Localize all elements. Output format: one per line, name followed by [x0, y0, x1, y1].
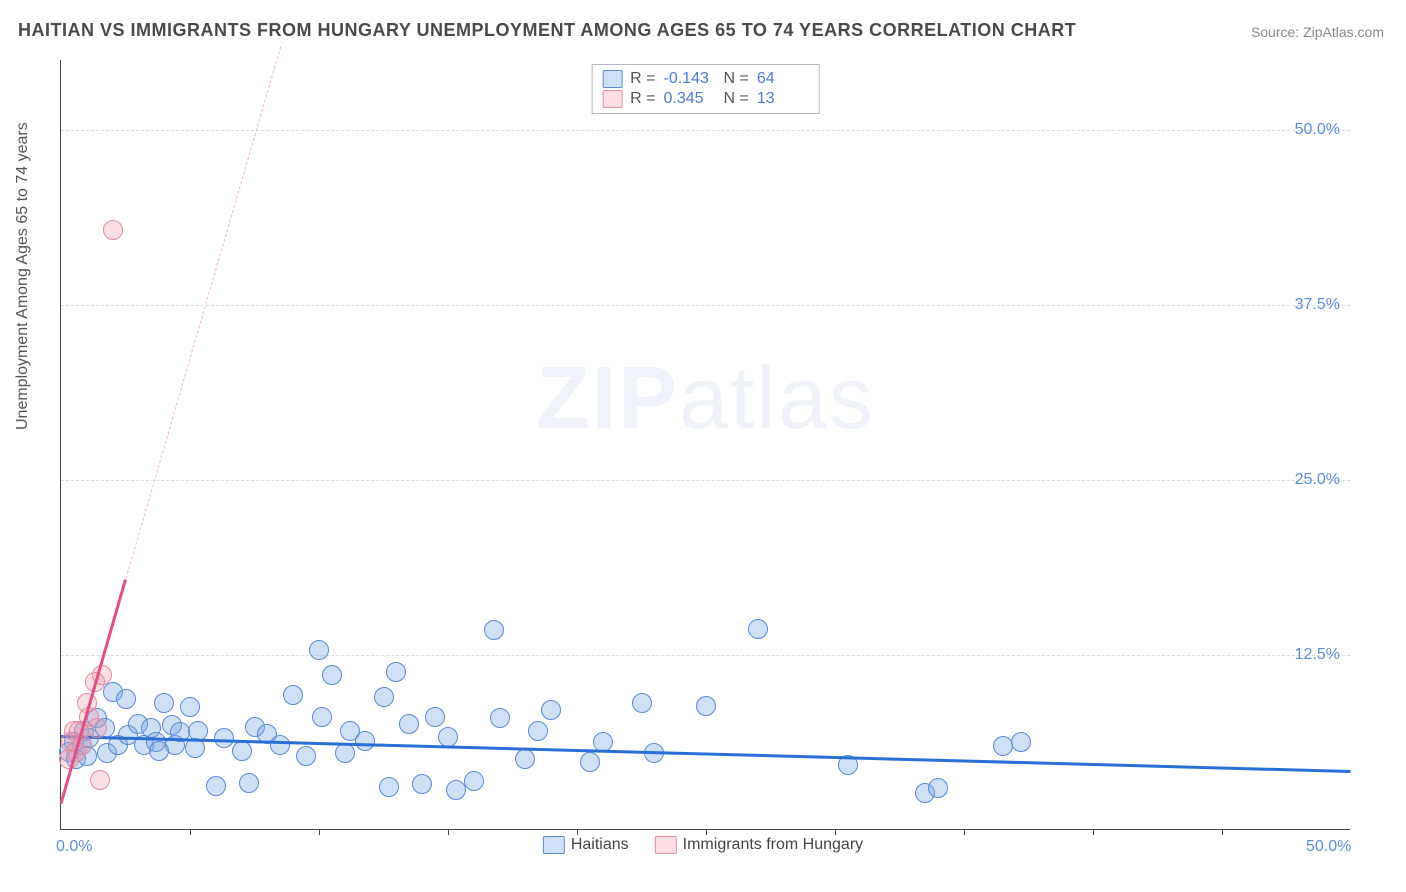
data-point-haitians [438, 727, 458, 747]
data-point-haitians [232, 741, 252, 761]
series-swatch [602, 70, 622, 88]
n-value: 13 [757, 90, 809, 108]
data-point-haitians [335, 743, 355, 763]
data-point-haitians [214, 728, 234, 748]
data-point-haitians [515, 749, 535, 769]
data-point-haitians [1011, 732, 1031, 752]
x-tick-mark [448, 829, 449, 835]
x-tick-mark [577, 829, 578, 835]
correlation-stats-box: R = -0.143 N = 64 R = 0.345 N = 13 [591, 64, 820, 114]
data-point-haitians [312, 707, 332, 727]
data-point-haitians [116, 689, 136, 709]
n-value: 64 [757, 70, 809, 88]
data-point-haitians [379, 777, 399, 797]
series-swatch [543, 836, 565, 854]
data-point-haitians [446, 780, 466, 800]
data-point-haitians [374, 687, 394, 707]
data-point-haitians [484, 620, 504, 640]
data-point-haitians [632, 693, 652, 713]
x-axis-min-label: 0.0% [56, 838, 92, 856]
data-point-haitians [309, 640, 329, 660]
x-tick-mark [1093, 829, 1094, 835]
data-point-haitians [412, 774, 432, 794]
r-value: -0.143 [664, 70, 716, 88]
stat-label: R = [630, 70, 655, 88]
data-point-haitians [399, 714, 419, 734]
data-point-haitians [993, 736, 1013, 756]
data-point-haitians [425, 707, 445, 727]
data-point-haitians [696, 696, 716, 716]
data-point-haitians [206, 776, 226, 796]
y-tick-label: 50.0% [1295, 121, 1340, 139]
data-point-haitians [355, 731, 375, 751]
stats-row: R = 0.345 N = 13 [602, 89, 809, 109]
data-point-haitians [928, 778, 948, 798]
data-point-hungary [103, 220, 123, 240]
r-value: 0.345 [664, 90, 716, 108]
trend-line [61, 735, 1351, 773]
data-point-haitians [748, 619, 768, 639]
data-point-haitians [580, 752, 600, 772]
series-legend: Haitians Immigrants from Hungary [543, 836, 863, 854]
y-axis-label: Unemployment Among Ages 65 to 74 years [14, 122, 32, 430]
data-point-haitians [490, 708, 510, 728]
legend-label: Immigrants from Hungary [683, 836, 864, 853]
data-point-hungary [90, 770, 110, 790]
stats-row: R = -0.143 N = 64 [602, 69, 809, 89]
data-point-haitians [239, 773, 259, 793]
data-point-haitians [464, 771, 484, 791]
data-point-haitians [322, 665, 342, 685]
x-tick-mark [835, 829, 836, 835]
legend-item: Haitians [543, 836, 629, 854]
data-point-haitians [528, 721, 548, 741]
data-point-haitians [270, 735, 290, 755]
data-point-haitians [386, 662, 406, 682]
grid-line-horizontal [61, 130, 1350, 131]
data-point-haitians [154, 693, 174, 713]
series-swatch [655, 836, 677, 854]
grid-line-horizontal [61, 480, 1350, 481]
data-point-hungary [87, 718, 107, 738]
stat-label: N = [724, 90, 749, 108]
watermark-rest: atlas [679, 348, 875, 447]
x-tick-mark [190, 829, 191, 835]
trend-line [125, 46, 281, 578]
x-tick-mark [319, 829, 320, 835]
data-point-haitians [283, 685, 303, 705]
x-tick-mark [964, 829, 965, 835]
y-tick-label: 12.5% [1295, 646, 1340, 664]
watermark-bold: ZIP [536, 348, 679, 447]
stat-label: R = [630, 90, 655, 108]
grid-line-horizontal [61, 305, 1350, 306]
data-point-haitians [296, 746, 316, 766]
y-tick-label: 25.0% [1295, 471, 1340, 489]
legend-label: Haitians [571, 836, 629, 853]
chart-title: HAITIAN VS IMMIGRANTS FROM HUNGARY UNEMP… [18, 20, 1076, 41]
x-axis-max-label: 50.0% [1306, 838, 1351, 856]
source-attribution: Source: ZipAtlas.com [1251, 24, 1384, 40]
data-point-haitians [180, 697, 200, 717]
x-tick-mark [1222, 829, 1223, 835]
legend-item: Immigrants from Hungary [655, 836, 864, 854]
watermark: ZIPatlas [536, 347, 875, 449]
stat-label: N = [724, 70, 749, 88]
source-label: Source: [1251, 24, 1303, 40]
grid-line-horizontal [61, 655, 1350, 656]
x-tick-mark [706, 829, 707, 835]
source-value: ZipAtlas.com [1303, 24, 1384, 40]
scatter-plot-area: ZIPatlas R = -0.143 N = 64 R = 0.345 N = 13 12.… [60, 60, 1350, 830]
y-tick-label: 37.5% [1295, 296, 1340, 314]
series-swatch [602, 90, 622, 108]
data-point-haitians [541, 700, 561, 720]
